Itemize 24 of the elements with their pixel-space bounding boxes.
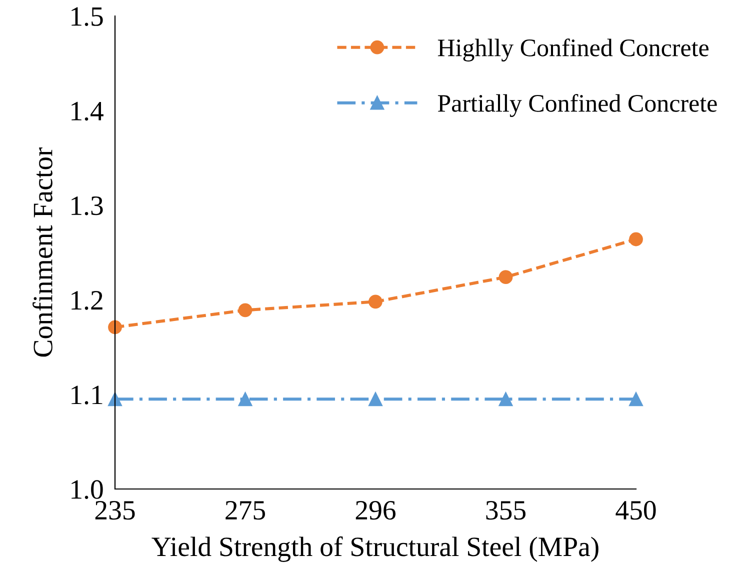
y-tick-label: 1.5 xyxy=(72,7,103,26)
y-tick-label: 1.0 xyxy=(72,480,103,500)
y-tick-label: 1.2 xyxy=(72,291,102,310)
y-tick-label: 1.1 xyxy=(72,386,102,404)
point xyxy=(498,392,513,406)
x-tick-label: 296 xyxy=(356,500,396,520)
x-tick-label: 275 xyxy=(226,500,265,520)
x-tick-label: 235 xyxy=(95,500,135,520)
y-axis-title: Confinment Factor xyxy=(32,147,52,357)
x-axis-title: Yield Strength of Structural Steel (MPa) xyxy=(152,536,598,562)
legend-label: Highlly Confined Concrete xyxy=(438,38,709,62)
point xyxy=(368,392,382,406)
y-tick-label: 1.3 xyxy=(72,196,103,216)
legend-label: Partially Confined Concrete xyxy=(438,94,717,117)
point xyxy=(629,232,643,246)
point xyxy=(368,294,382,309)
point xyxy=(108,320,122,334)
point xyxy=(238,303,252,318)
point xyxy=(238,392,252,406)
point xyxy=(498,270,513,284)
point xyxy=(629,392,643,406)
y-tick-label: 1.4 xyxy=(72,102,104,121)
x-tick-label: 450 xyxy=(616,500,656,520)
x-tick-label: 355 xyxy=(486,500,526,520)
